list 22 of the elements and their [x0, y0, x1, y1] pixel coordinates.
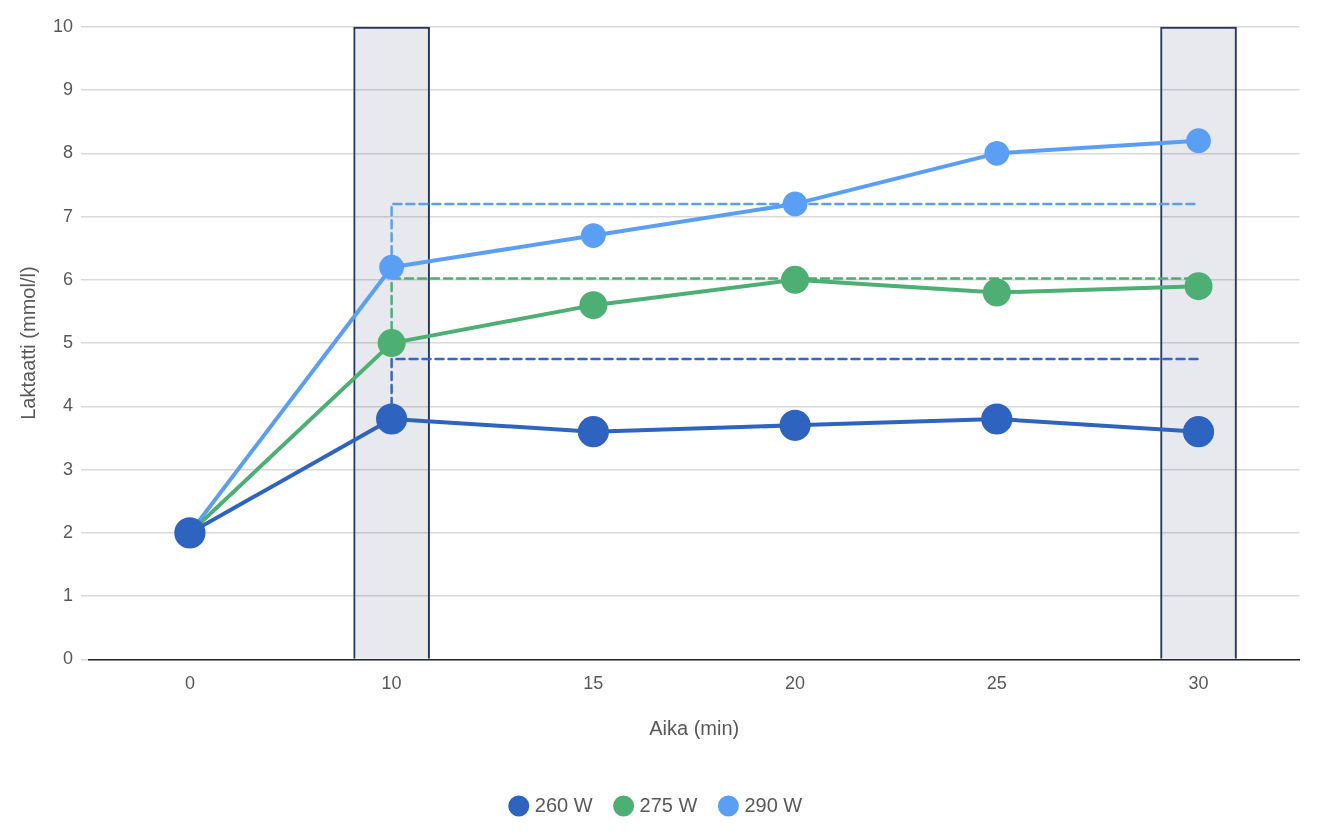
y-tick-label: 3: [63, 458, 74, 479]
legend-label: 260 W: [534, 793, 593, 816]
x-tick-label: 15: [583, 673, 604, 694]
legend-label: 290 W: [744, 793, 803, 816]
y-tick-label: 8: [63, 142, 74, 163]
x-tick-label: 25: [986, 673, 1007, 694]
y-tick-label: 0: [63, 648, 74, 669]
x-tick-label: 0: [184, 673, 195, 694]
y-tick-label: 10: [52, 15, 74, 36]
y-tick-label: 7: [63, 205, 74, 226]
y-tick-label: 4: [63, 395, 74, 416]
y-tick-label: 6: [63, 268, 74, 289]
y-tick-label: 2: [63, 521, 74, 542]
x-tick-label: 20: [785, 673, 806, 694]
y-axis-title: Laktaatti (mmol/l): [16, 266, 39, 420]
y-tick-label: 1: [63, 585, 74, 606]
y-tick-label: 9: [63, 79, 74, 100]
legend-label: 275 W: [639, 793, 698, 816]
x-tick-label: 30: [1188, 673, 1209, 694]
x-tick-label: 10: [381, 673, 402, 694]
y-tick-label: 5: [63, 332, 74, 353]
x-axis-title: Aika (min): [649, 716, 740, 739]
